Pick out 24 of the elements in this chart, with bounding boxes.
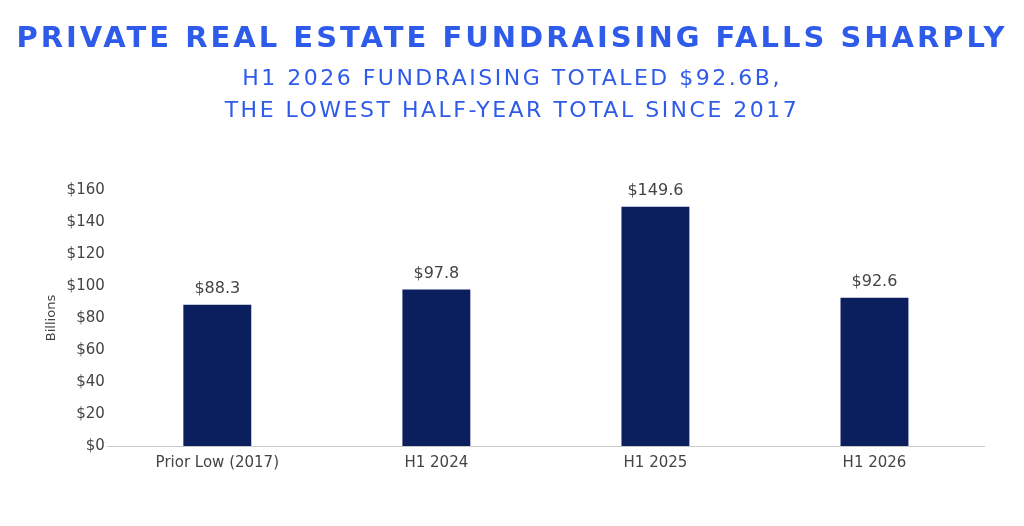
y-tick-label: $80 [76,307,105,326]
chart-title: PRIVATE REAL ESTATE FUNDRAISING FALLS SHARPLY [15,20,1009,54]
y-tick-label: $120 [66,243,105,262]
y-tick-label: $60 [76,339,105,358]
y-tick-label: $40 [76,371,105,390]
y-tick-label: $140 [66,211,105,230]
y-tick-label: $0 [85,435,105,454]
y-axis-title: Billions [43,294,59,342]
chart-subtitle: H1 2026 FUNDRAISING TOTALED $92.6B, THE LOWEST HALF-YEAR TOTAL SINCE 2017 [223,64,801,124]
y-tick-label: $160 [66,179,105,198]
bar [183,304,252,446]
x-tick-label: Prior Low (2017) [155,452,280,471]
data-label: $97.8 [413,262,460,282]
y-tick-label: $20 [76,403,105,422]
y-tick-label: $100 [66,275,105,294]
bar [621,206,690,446]
bar [402,289,471,446]
x-tick-label: H1 2025 [623,452,688,471]
x-tick-label: H1 2026 [842,452,907,471]
data-label: $149.6 [627,179,684,199]
bar [840,297,909,446]
data-label: $92.6 [851,271,898,290]
x-tick-label: H1 2024 [404,452,469,471]
data-label: $88.3 [194,277,241,297]
